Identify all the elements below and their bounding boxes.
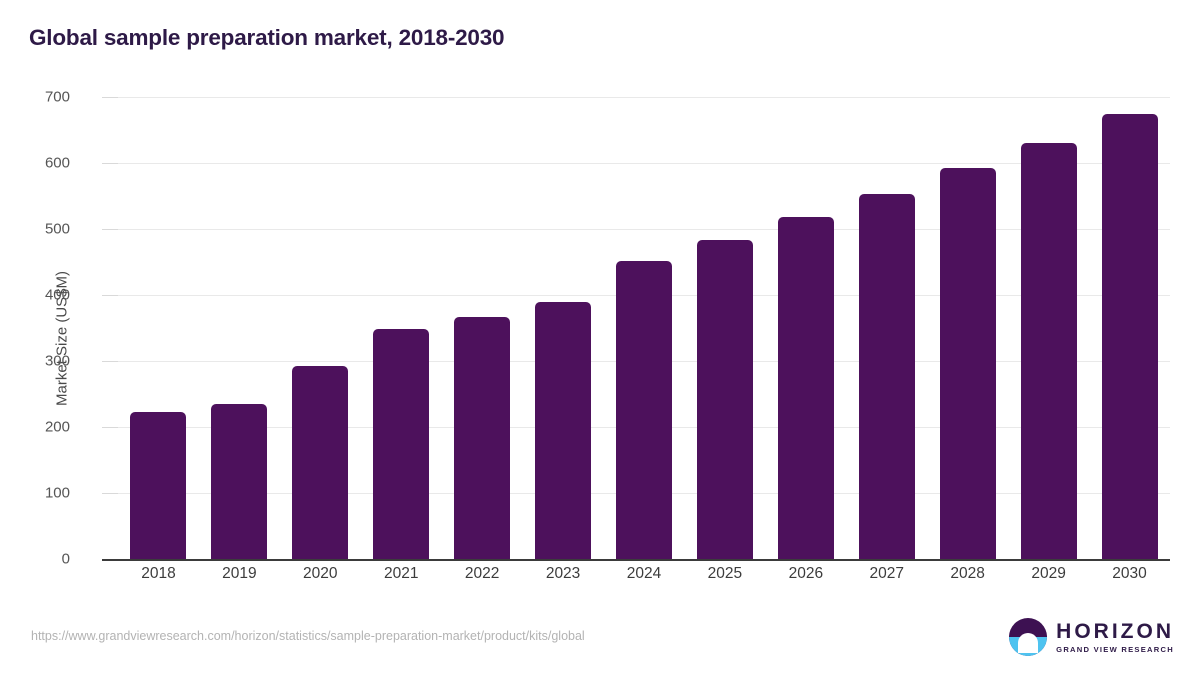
bar-2018[interactable] bbox=[130, 412, 187, 559]
bar-group: 2021 bbox=[361, 97, 442, 582]
bar-group: 2026 bbox=[765, 97, 846, 582]
bar-group: 2029 bbox=[1008, 97, 1089, 582]
bar-2023[interactable] bbox=[535, 301, 592, 559]
bar-2027[interactable] bbox=[858, 194, 915, 559]
x-tick-label-2030: 2030 bbox=[1112, 565, 1147, 582]
bar-group: 2028 bbox=[927, 97, 1008, 582]
y-tick-label: 100 bbox=[44, 484, 70, 502]
bar-group: 2030 bbox=[1089, 97, 1170, 582]
y-tick-label: 700 bbox=[44, 88, 70, 106]
bar-2019[interactable] bbox=[211, 403, 268, 559]
y-tick-mark bbox=[102, 493, 118, 494]
bar-group: 2018 bbox=[118, 97, 199, 582]
y-tick-mark bbox=[102, 163, 118, 164]
gridline bbox=[118, 229, 1170, 230]
y-tick-mark bbox=[102, 361, 118, 362]
logo-text-block: HORIZON GRAND VIEW RESEARCH bbox=[1056, 621, 1174, 654]
page-title: Global sample preparation market, 2018-2… bbox=[29, 25, 505, 50]
logo-ray-2 bbox=[1022, 643, 1035, 645]
gridline bbox=[118, 163, 1170, 164]
x-tick-label-2028: 2028 bbox=[950, 565, 985, 582]
logo-ray-1 bbox=[1020, 639, 1037, 642]
bar-group: 2023 bbox=[523, 97, 604, 582]
plot-area: 0 100 200 300 400 500 600 700 2018 2019 2020 2021 2… bbox=[45, 89, 1170, 582]
gridline bbox=[118, 97, 1170, 98]
bar-group: 2027 bbox=[846, 97, 927, 582]
horizon-logo-icon bbox=[1009, 618, 1048, 656]
bar-2029[interactable] bbox=[1020, 142, 1077, 559]
bar-2022[interactable] bbox=[454, 316, 511, 559]
logo-tagline: GRAND VIEW RESEARCH bbox=[1056, 644, 1174, 654]
y-tick-mark bbox=[102, 295, 118, 296]
x-tick-label-2027: 2027 bbox=[869, 565, 904, 582]
bar-group: 2024 bbox=[604, 97, 685, 582]
y-tick-label: 600 bbox=[44, 154, 70, 172]
y-tick-label: 500 bbox=[44, 220, 70, 238]
y-tick-label: 0 bbox=[61, 550, 70, 568]
y-tick-label: 400 bbox=[44, 286, 70, 304]
x-tick-label-2021: 2021 bbox=[383, 565, 419, 582]
x-tick-label-2018: 2018 bbox=[141, 565, 176, 582]
x-tick-label-2025: 2025 bbox=[707, 565, 743, 582]
bar-group: 2022 bbox=[442, 97, 523, 582]
bar-2021[interactable] bbox=[373, 328, 430, 559]
x-tick-label-2022: 2022 bbox=[464, 565, 500, 582]
bar-group: 2019 bbox=[199, 97, 280, 582]
x-tick-label-2019: 2019 bbox=[222, 565, 257, 582]
logo-wordmark: HORIZON bbox=[1056, 619, 1174, 643]
axis-baseline bbox=[118, 559, 1170, 561]
x-tick-label-2029: 2029 bbox=[1031, 565, 1066, 582]
logo-ray-3 bbox=[1024, 646, 1033, 649]
y-tick-mark bbox=[102, 97, 118, 98]
y-tick-mark bbox=[102, 229, 118, 230]
bar-group: 2025 bbox=[684, 97, 765, 582]
x-tick-label-2024: 2024 bbox=[626, 565, 662, 582]
bar-2025[interactable] bbox=[696, 239, 753, 559]
x-tick-label-2023: 2023 bbox=[545, 565, 581, 582]
bar-group: 2020 bbox=[280, 97, 361, 582]
y-tick-label: 200 bbox=[44, 418, 70, 436]
y-tick-mark bbox=[102, 427, 118, 428]
horizon-logo[interactable]: HORIZON GRAND VIEW RESEARCH bbox=[1009, 618, 1174, 656]
y-tick-mark bbox=[102, 559, 118, 561]
bar-2024[interactable] bbox=[615, 260, 672, 559]
source-url-link[interactable]: https://www.grandviewresearch.com/horizo… bbox=[31, 629, 585, 643]
x-tick-label-2020: 2020 bbox=[303, 565, 338, 582]
bar-2026[interactable] bbox=[777, 217, 834, 559]
y-tick-label: 300 bbox=[44, 352, 70, 370]
bars-layer: 2018 2019 2020 2021 2022 2023 2024 2025 2026 2027… bbox=[118, 97, 1170, 582]
bar-2020[interactable] bbox=[292, 366, 349, 559]
bar-2030[interactable] bbox=[1101, 113, 1158, 559]
x-tick-label-2026: 2026 bbox=[788, 565, 824, 582]
bar-2028[interactable] bbox=[939, 168, 996, 559]
